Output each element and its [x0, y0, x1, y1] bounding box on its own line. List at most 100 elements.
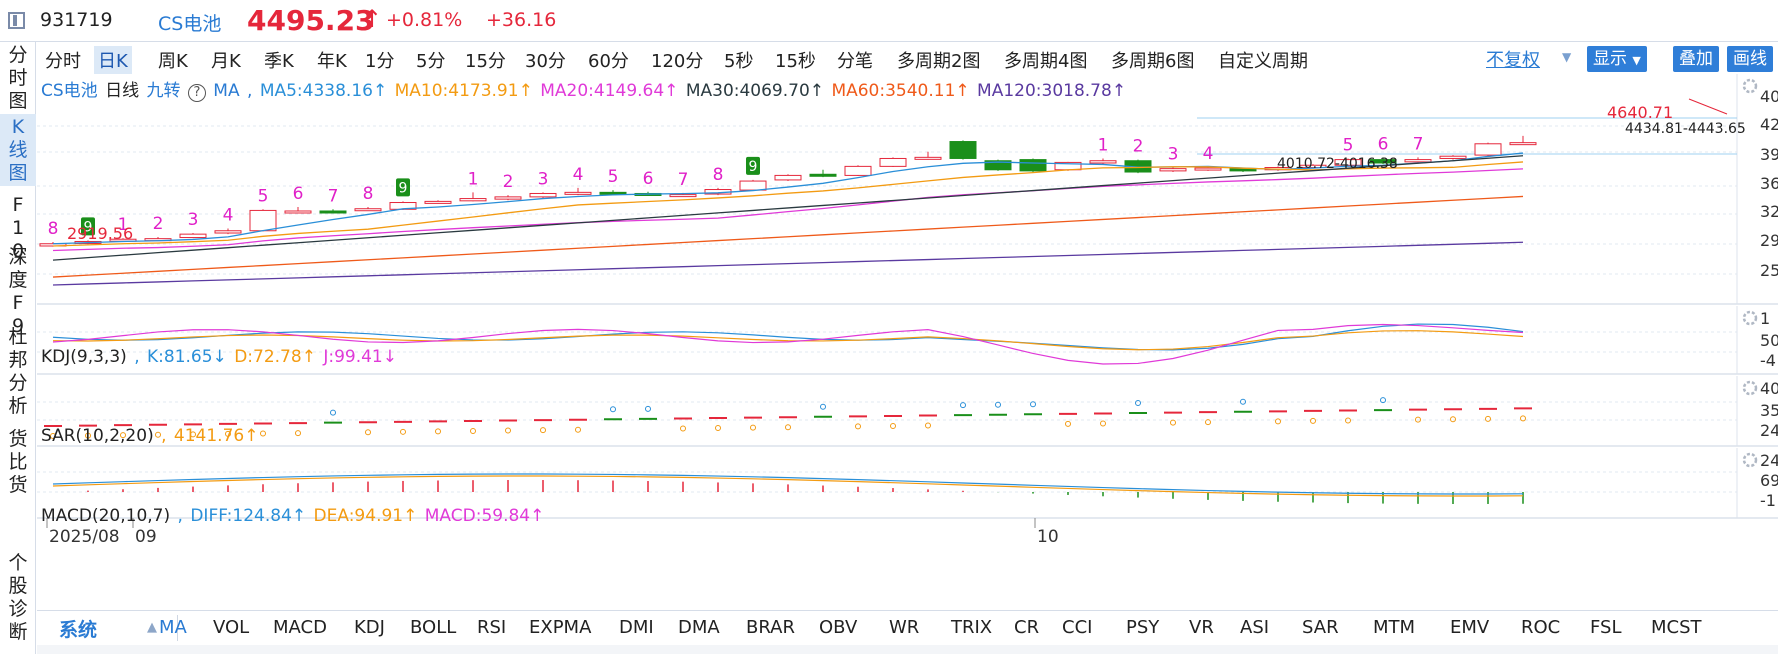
indicator-cci[interactable]: CCI — [1062, 617, 1093, 638]
period-timeshare[interactable]: 分时 — [45, 51, 81, 72]
system-tab[interactable]: 系统 — [59, 619, 98, 641]
gear-icon[interactable] — [1742, 78, 1758, 94]
macd-name[interactable]: MACD(20,10,7) — [41, 506, 171, 526]
nine-turn-label: 1 — [1098, 135, 1109, 155]
period-60min[interactable]: 60分 — [588, 51, 629, 72]
y-axis-label: 35 — [1760, 401, 1778, 420]
y-axis-label: 1 — [1760, 309, 1770, 328]
indicator-expma[interactable]: EXPMA — [529, 617, 592, 638]
help-icon[interactable]: ? — [187, 84, 206, 102]
macd-dea: DEA:94.91↑ — [313, 506, 418, 526]
indicator-vr[interactable]: VR — [1189, 617, 1214, 638]
legend-period: 日线 — [105, 81, 140, 101]
indicator-sar[interactable]: SAR — [1302, 617, 1339, 638]
gear-icon[interactable] — [1742, 380, 1758, 396]
layout-toggle-icon[interactable] — [8, 12, 25, 29]
indicator-macd[interactable]: MACD — [273, 617, 327, 638]
legend-jiuzhuan[interactable]: 九转 — [146, 81, 181, 101]
period-daily[interactable]: 日K — [94, 46, 132, 74]
candle-body — [879, 157, 907, 167]
nine-turn-label: 6 — [293, 184, 304, 204]
y-axis-label: 36 — [1760, 174, 1778, 193]
nine-turn-label: 3 — [538, 169, 549, 189]
display-button[interactable]: 显示 ▼ — [1587, 46, 1647, 72]
period-5sec[interactable]: 5秒 — [724, 51, 754, 72]
gear-icon[interactable] — [1742, 452, 1758, 468]
indicator-vol[interactable]: VOL — [213, 617, 250, 638]
indicator-obv[interactable]: OBV — [819, 617, 858, 638]
stock-name[interactable]: CS电池 — [158, 13, 222, 35]
indicator-fsl[interactable]: FSL — [1590, 617, 1622, 638]
ma60-line — [52, 195, 1524, 278]
period-tick[interactable]: 分笔 — [837, 51, 873, 72]
sidebar-item-kline[interactable]: K线图 — [0, 114, 36, 186]
price-up-arrow-icon: ↑ — [362, 5, 383, 33]
legend-name[interactable]: CS电池 — [41, 81, 98, 101]
draw-line-button[interactable]: 画线 — [1727, 46, 1773, 72]
indicator-emv[interactable]: EMV — [1450, 617, 1490, 638]
period-multi6[interactable]: 多周期6图 — [1111, 51, 1195, 72]
nine-turn-label: 1 — [118, 215, 129, 235]
overlay-button[interactable]: 叠加 — [1673, 46, 1719, 72]
period-multi4[interactable]: 多周期4图 — [1004, 51, 1088, 72]
indicator-ma[interactable]: MA — [159, 617, 187, 638]
indicator-psy[interactable]: PSY — [1126, 617, 1160, 638]
candle-body — [284, 210, 312, 214]
sar-dot — [85, 432, 91, 439]
gear-icon[interactable] — [1742, 310, 1758, 326]
low-price-label: 2919.56 — [67, 224, 133, 243]
sidebar-item-f10[interactable]: F10 — [0, 192, 36, 262]
period-quarterly[interactable]: 季K — [264, 51, 294, 72]
sar-dot — [1275, 418, 1281, 425]
sar-name[interactable]: SAR(10,2,20) — [41, 426, 154, 446]
period-multi2[interactable]: 多周期2图 — [897, 51, 981, 72]
indicator-brar[interactable]: BRAR — [746, 617, 795, 638]
indicator-dma[interactable]: DMA — [678, 617, 720, 638]
candle-body — [914, 156, 942, 160]
kdj-name[interactable]: KDJ(9,3,3) — [41, 347, 127, 367]
indicator-dmi[interactable]: DMI — [619, 617, 654, 638]
candle-body — [249, 209, 277, 232]
period-monthly[interactable]: 月K — [211, 51, 241, 72]
indicator-wr[interactable]: WR — [889, 617, 920, 638]
indicator-rsi[interactable]: RSI — [477, 617, 507, 638]
macd-macd: MACD:59.84↑ — [424, 506, 545, 526]
indicator-boll[interactable]: BOLL — [410, 617, 457, 638]
candle-body — [214, 230, 242, 234]
legend-ma[interactable]: MA — [213, 81, 240, 101]
adjust-mode-dropdown[interactable]: 不复权 — [1486, 50, 1540, 71]
sidebar-item-dupont[interactable]: 杜邦分析 — [0, 324, 36, 420]
sidebar-item-compare[interactable]: 货比货 — [0, 426, 36, 498]
indicator-asi[interactable]: ASI — [1240, 617, 1270, 638]
y-axis-label: -1 — [1760, 491, 1776, 510]
sidebar-item-label: 个股诊断 — [8, 552, 28, 643]
sar-dot — [610, 406, 616, 413]
indicator-roc[interactable]: ROC — [1521, 617, 1561, 638]
period-weekly[interactable]: 周K — [158, 51, 188, 72]
chevron-up-icon[interactable]: ▲ — [147, 620, 157, 635]
sidebar-item-diagnosis[interactable]: 个股诊断 — [0, 550, 36, 650]
indicator-mtm[interactable]: MTM — [1373, 617, 1416, 638]
indicator-cr[interactable]: CR — [1014, 617, 1040, 638]
sidebar-item-depth[interactable]: 深度F9 — [0, 244, 36, 337]
indicator-kdj[interactable]: KDJ — [354, 617, 385, 638]
chevron-down-icon[interactable]: ▼ — [1562, 50, 1572, 64]
sidebar-item-timeshare[interactable]: 分时图 — [0, 42, 36, 114]
sidebar-item-label: 深度F9 — [8, 246, 28, 337]
period-120min[interactable]: 120分 — [651, 51, 704, 72]
period-30min[interactable]: 30分 — [525, 51, 566, 72]
indicator-trix[interactable]: TRIX — [951, 617, 993, 638]
period-15min[interactable]: 15分 — [465, 51, 506, 72]
period-1min[interactable]: 1分 — [365, 51, 395, 72]
indicator-mcst[interactable]: MCST — [1651, 617, 1702, 638]
sar-dot — [995, 401, 1001, 408]
candle-body — [529, 192, 557, 198]
period-5min[interactable]: 5分 — [416, 51, 446, 72]
period-15sec[interactable]: 15秒 — [775, 51, 816, 72]
candle-body — [564, 191, 592, 195]
period-custom[interactable]: 自定义周期 — [1218, 51, 1308, 72]
sar-dot — [260, 430, 266, 437]
candle-body — [1369, 159, 1397, 164]
period-yearly[interactable]: 年K — [317, 51, 347, 72]
